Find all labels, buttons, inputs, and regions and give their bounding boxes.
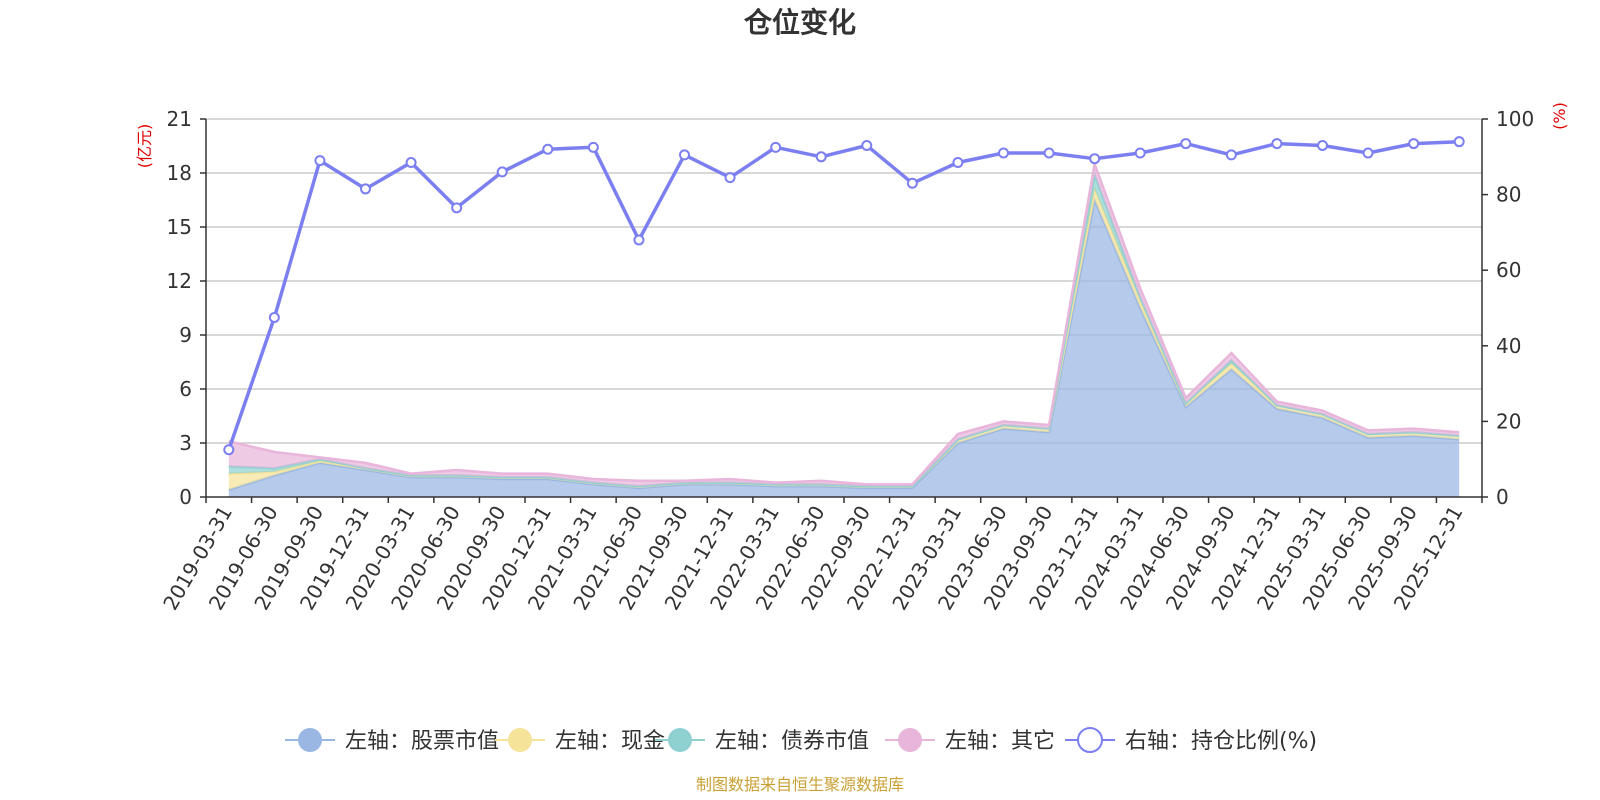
ratio-point (496, 166, 508, 178)
legend-marker (898, 728, 922, 752)
ratio-point (770, 141, 782, 153)
left-axis-tick-label: 15 (167, 215, 192, 239)
ratio-point (815, 151, 827, 163)
right-axis-unit: (%) (1550, 102, 1569, 130)
ratio-point (268, 311, 280, 323)
ratio-point (1317, 139, 1328, 151)
left-axis-tick-label: 18 (167, 161, 192, 185)
legend-label: 左轴：现金 (555, 729, 665, 754)
data-source-note: 制图数据来自恒生聚源数据库 (696, 775, 904, 794)
legend-item: 左轴：股票市值 (285, 728, 499, 754)
ratio-point (405, 156, 417, 168)
ratio-point (542, 143, 554, 155)
left-axis-tick-label: 9 (179, 323, 192, 347)
ratio-point (679, 149, 690, 161)
ratio-point (360, 183, 371, 195)
ratio-point (952, 156, 964, 168)
left-axis-tick-label: 12 (167, 269, 192, 293)
grid-lines (206, 118, 1482, 444)
area-左轴：股票市值 (228, 200, 1460, 497)
legend-label: 左轴：其它 (945, 729, 1055, 754)
ratio-line-series (223, 136, 1465, 456)
ratio-point (1180, 138, 1192, 150)
ratio-point (1089, 153, 1101, 165)
axes: 0369121518210204060801002019-03-312019-0… (158, 107, 1534, 614)
left-axis-unit: (亿元) (135, 124, 154, 169)
legend-item: 左轴：债券市值 (655, 728, 869, 754)
ratio-point (1271, 138, 1283, 150)
legend-label: 左轴：股票市值 (345, 729, 499, 754)
legend-marker (1077, 727, 1103, 753)
legend-marker (668, 728, 692, 752)
ratio-point (633, 234, 645, 246)
legend-item: 左轴：现金 (495, 728, 665, 754)
ratio-point (1043, 147, 1055, 159)
ratio-point (223, 444, 235, 456)
stacked-area-series (228, 159, 1460, 497)
right-axis-tick-label: 60 (1496, 258, 1521, 282)
right-axis-tick-label: 40 (1496, 334, 1521, 358)
legend-label: 左轴：债券市值 (715, 729, 869, 754)
chart-title: 仓位变化 (744, 6, 856, 39)
ratio-point (587, 141, 599, 153)
legend-item: 左轴：其它 (885, 728, 1055, 754)
left-axis-tick-label: 3 (179, 431, 192, 455)
ratio-line (227, 139, 1460, 451)
legend-item: 右轴：持仓比例(%) (1065, 727, 1317, 754)
ratio-point (1362, 147, 1374, 159)
legend-marker (508, 728, 532, 752)
ratio-point (1134, 147, 1146, 159)
legend-marker (298, 728, 322, 752)
ratio-point (451, 202, 463, 214)
right-axis-tick-label: 0 (1496, 485, 1509, 509)
ratio-point (1225, 149, 1237, 161)
ratio-point (1453, 136, 1465, 148)
ratio-point (861, 139, 873, 151)
right-axis-tick-label: 80 (1496, 183, 1521, 207)
ratio-point (906, 177, 918, 189)
area-edge (228, 159, 1460, 486)
legend: 左轴：股票市值 左轴：现金 左轴：债券市值 左轴：其它 右轴：持仓比例(%) (285, 727, 1317, 754)
ratio-point (1408, 138, 1420, 150)
ratio-point (724, 172, 736, 184)
ratio-point (314, 155, 326, 167)
legend-label: 右轴：持仓比例(%) (1125, 729, 1317, 754)
left-axis-tick-label: 21 (167, 107, 192, 131)
right-axis-tick-label: 20 (1496, 409, 1521, 433)
left-axis-tick-label: 6 (179, 377, 192, 401)
left-axis-tick-label: 0 (179, 485, 192, 509)
ratio-point (998, 147, 1009, 159)
right-axis-tick-label: 100 (1496, 107, 1534, 131)
